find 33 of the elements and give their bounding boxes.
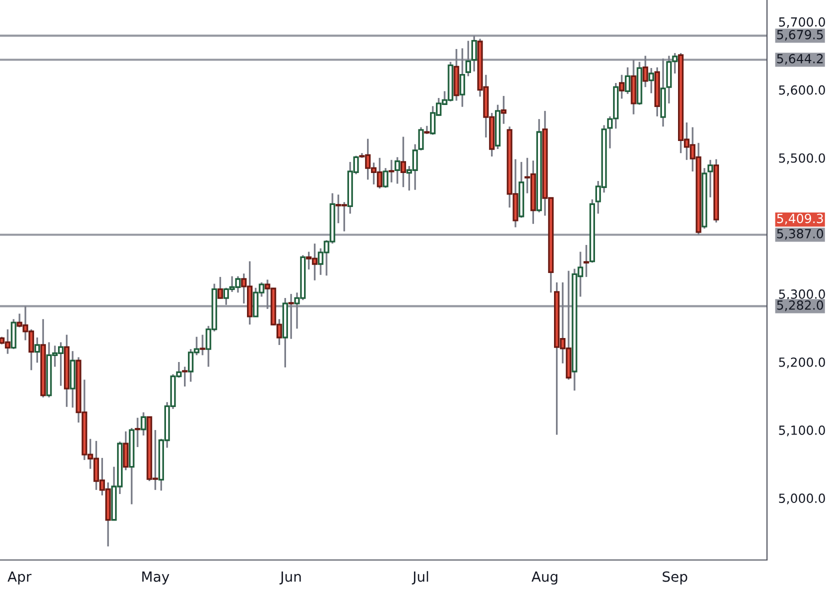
y-tick-label: 5,300.0 bbox=[779, 289, 825, 300]
y-tick-label: 5,600.0 bbox=[779, 85, 825, 96]
x-tick-label: Aug bbox=[532, 572, 558, 585]
ref-line-label: 5,282.0 bbox=[777, 300, 824, 312]
candlestick bbox=[708, 159, 714, 198]
y-tick-label: 5,000.0 bbox=[779, 494, 825, 504]
ref-line-label: 5,679.5 bbox=[777, 30, 823, 41]
y-tick-label: 5,500.0 bbox=[779, 153, 825, 164]
y-tick-label: 5,700.0 bbox=[779, 17, 825, 28]
candlestick bbox=[122, 430, 129, 472]
candlestick bbox=[288, 293, 294, 340]
text: 5,409.3 bbox=[777, 214, 823, 224]
candlestick bbox=[642, 54, 648, 88]
candlestick bbox=[648, 67, 654, 94]
y-tick-label: 5,200.0 bbox=[779, 357, 825, 368]
ref-line-label: 5,387.0 bbox=[777, 228, 824, 240]
candlestick bbox=[34, 336, 40, 364]
x-tick-label: Apr bbox=[8, 572, 32, 585]
candlestick bbox=[400, 136, 406, 188]
x-tick-label: Sep bbox=[662, 571, 688, 585]
y-tick-label: 5,100.0 bbox=[779, 426, 825, 436]
candlestick bbox=[471, 34, 477, 72]
candlestick bbox=[624, 66, 630, 95]
candlestick bbox=[217, 276, 224, 300]
candlestick bbox=[500, 95, 506, 125]
ref-line-label: 5,644.2 bbox=[777, 54, 823, 65]
candlestick bbox=[465, 40, 472, 78]
candlestick bbox=[460, 47, 466, 108]
x-tick-label: Jul bbox=[412, 571, 428, 584]
candlestick bbox=[584, 244, 590, 278]
x-tick-label: May bbox=[142, 572, 170, 585]
candlestick bbox=[618, 74, 625, 100]
x-tick-label: Jun bbox=[280, 572, 301, 584]
